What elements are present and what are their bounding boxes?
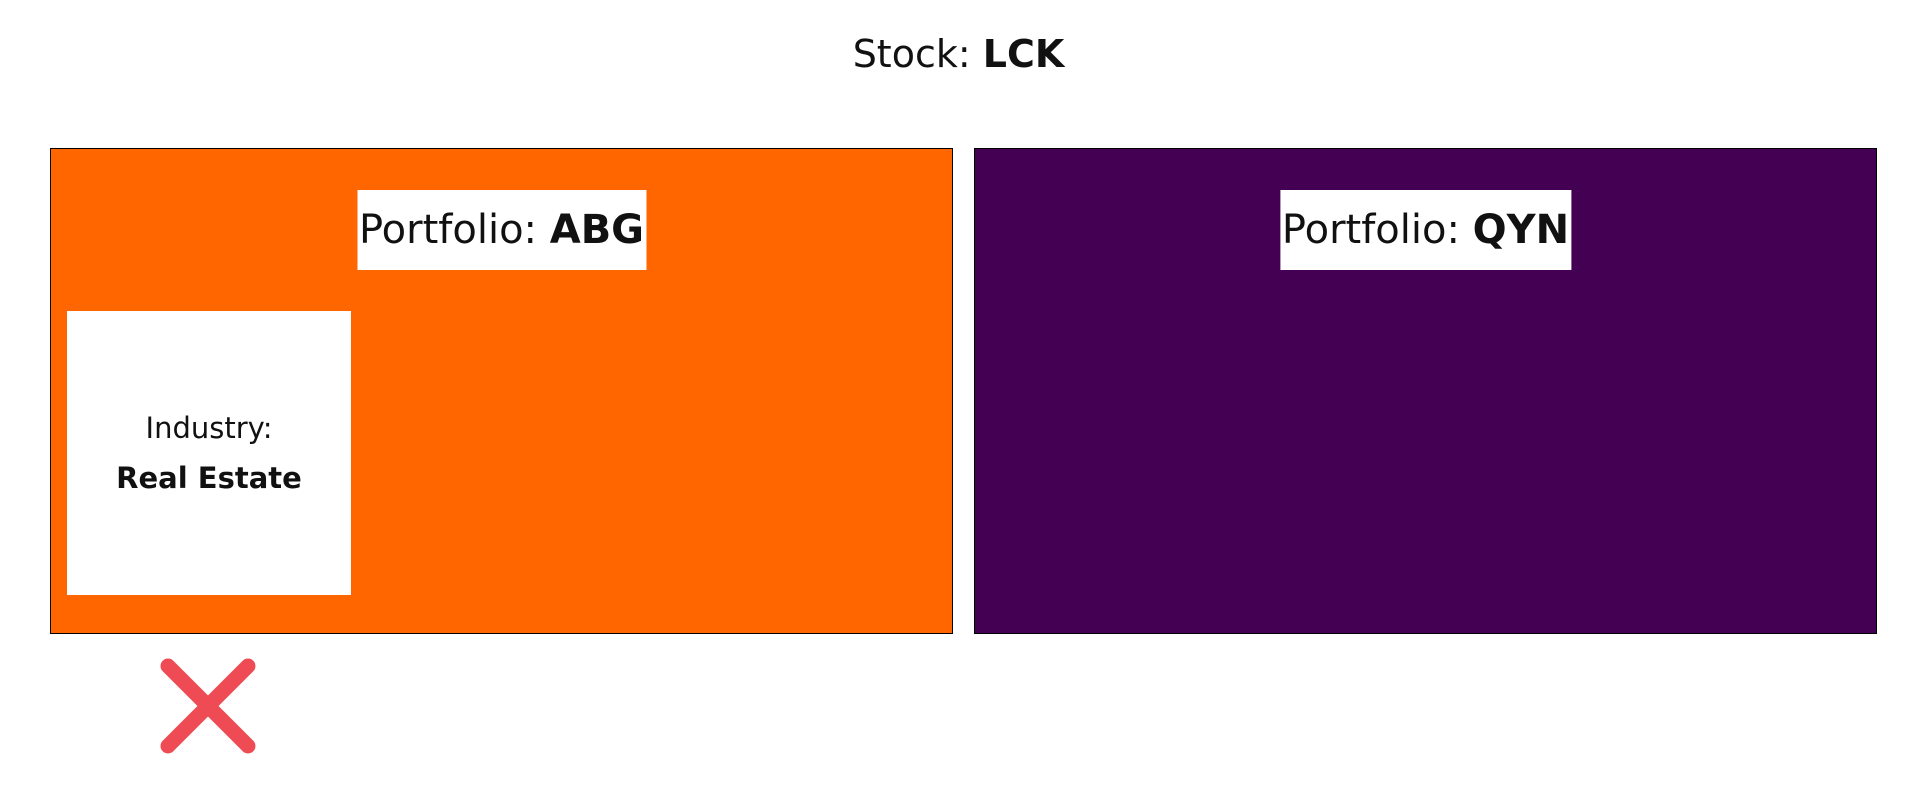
portfolio-code: ABG xyxy=(549,207,645,253)
close-icon[interactable] xyxy=(156,654,260,758)
portfolio-qyn-title: Portfolio: QYN xyxy=(1279,190,1572,270)
industry-card-real-estate[interactable]: Industry: Real Estate xyxy=(67,311,351,595)
industry-value: Real Estate xyxy=(116,461,302,495)
industry-label: Industry: xyxy=(145,411,273,445)
portfolio-abg-title: Portfolio: ABG xyxy=(356,190,647,270)
portfolio-label: Portfolio: xyxy=(358,207,550,253)
stock-title: Stock: LCK xyxy=(0,28,1917,80)
stock-label: Stock: xyxy=(852,32,983,76)
stock-symbol: LCK xyxy=(982,32,1065,76)
portfolio-abg-dropzone[interactable]: Portfolio: ABG Industry: Real Estate xyxy=(50,148,953,634)
portfolio-label: Portfolio: xyxy=(1281,207,1473,253)
portfolio-code: QYN xyxy=(1472,207,1570,253)
portfolio-qyn-dropzone[interactable]: Portfolio: QYN xyxy=(974,148,1877,634)
